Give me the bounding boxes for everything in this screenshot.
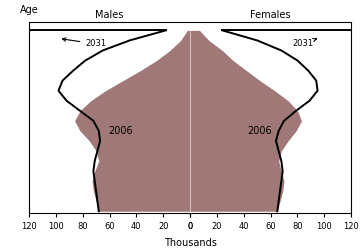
Title: Males: Males <box>95 10 124 20</box>
Text: Age: Age <box>20 5 38 15</box>
Text: 2031: 2031 <box>63 38 106 48</box>
Text: 2006: 2006 <box>108 126 132 136</box>
Title: Females: Females <box>251 10 291 20</box>
Text: Thousands: Thousands <box>164 238 216 248</box>
Text: 2031: 2031 <box>292 38 316 48</box>
Text: 2006: 2006 <box>248 126 272 136</box>
